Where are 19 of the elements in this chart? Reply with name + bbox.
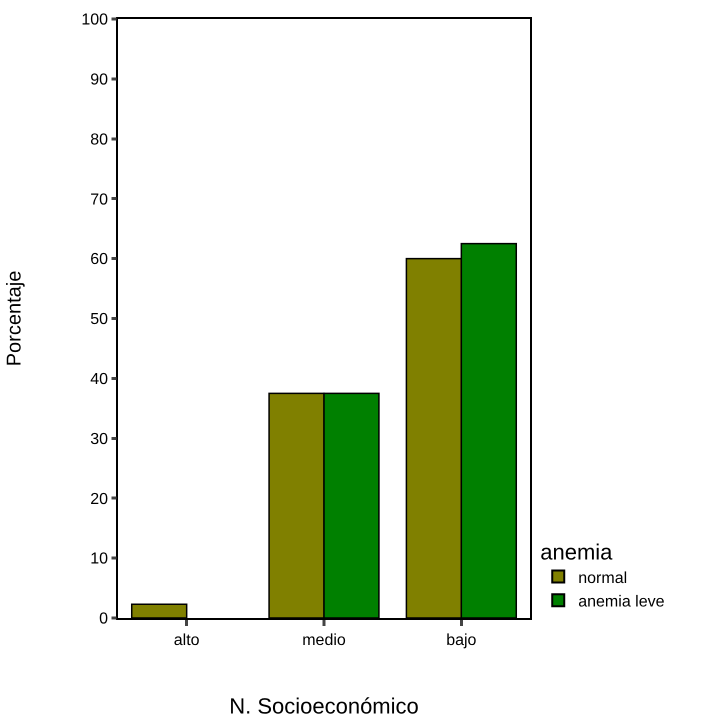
y-tick-label: 50 [90,311,108,328]
y-tick-label: 90 [90,72,108,88]
y-tick-label: 10 [90,550,108,568]
legend-label: normal [578,570,628,587]
x-axis-title: N. Socioeconómico [229,693,419,718]
y-tick-label: 20 [90,490,108,508]
y-tick-label: 100 [81,12,108,29]
x-tick-label: medio [302,632,346,649]
x-tick-label: bajo [446,632,477,649]
y-tick-label: 40 [90,371,108,388]
legend-label: anemia leve [578,594,665,611]
y-tick-label: 0 [99,610,108,628]
y-tick-label: 70 [90,191,108,208]
x-tick-label: alto [174,632,200,649]
y-tick-label: 80 [90,131,108,148]
y-tick-label: 60 [90,251,108,268]
y-tick-label: 30 [90,430,108,448]
legend-title: anemia [540,540,614,565]
y-axis-title: Porcentaje [3,270,26,366]
